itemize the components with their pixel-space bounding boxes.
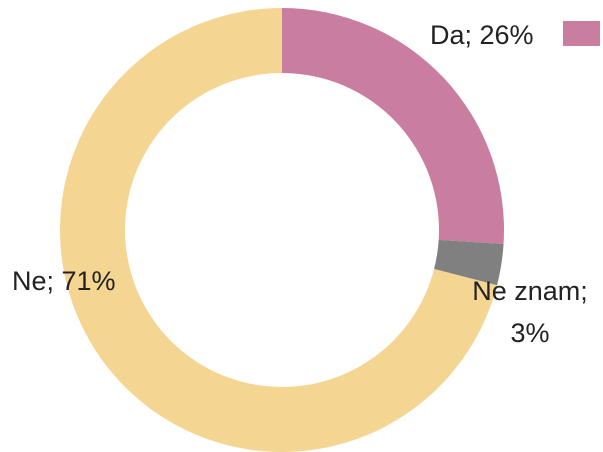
data-label: Ne znam; 3% (472, 276, 588, 348)
data-label: Da; 26% (430, 20, 534, 50)
slice (282, 8, 504, 244)
slice (434, 239, 504, 286)
data-label: Ne; 71% (12, 266, 116, 296)
slice (60, 8, 498, 452)
legend-swatch (563, 21, 600, 46)
